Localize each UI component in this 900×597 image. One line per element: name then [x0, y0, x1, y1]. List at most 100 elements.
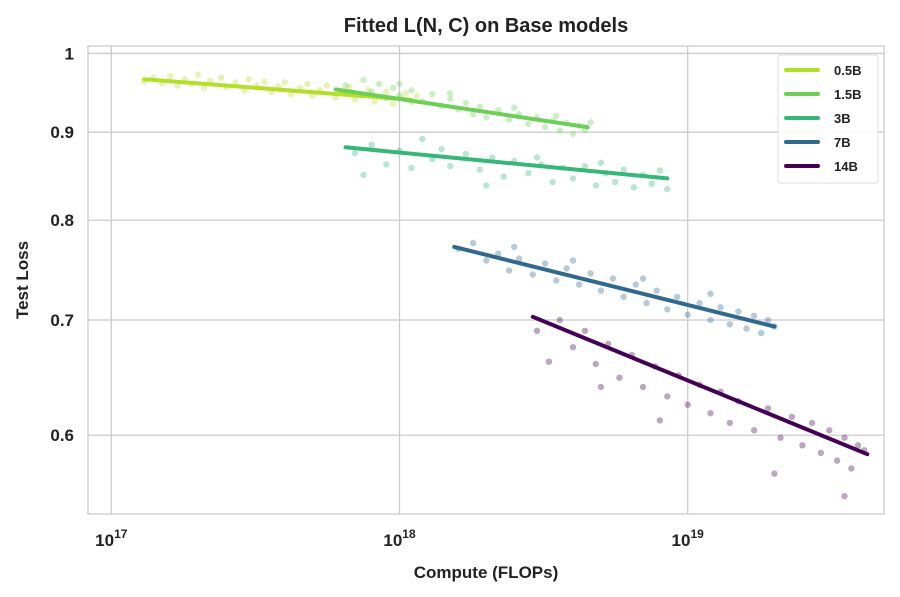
scatter-point: [575, 281, 583, 288]
scatter-point: [346, 83, 353, 91]
scatter-point: [553, 277, 560, 284]
scatter-point: [664, 306, 671, 313]
scatter-point: [476, 166, 483, 173]
scatter-point: [304, 80, 311, 88]
scatter-point: [533, 154, 541, 161]
scatter-point: [396, 80, 403, 88]
scatter-point: [750, 427, 758, 434]
scatter-point: [495, 250, 502, 257]
scatter-point: [396, 91, 403, 99]
scatter-point: [592, 360, 599, 368]
scatter-point: [408, 164, 415, 172]
grid: [88, 46, 884, 514]
scatter-point: [620, 293, 627, 301]
scatter-point: [648, 180, 655, 187]
scatter-point: [735, 308, 742, 315]
scatter-point: [447, 163, 454, 170]
scatter-point: [505, 267, 513, 274]
scatter-point: [511, 104, 518, 111]
scatter-point: [569, 344, 577, 351]
scatter-point: [639, 383, 647, 391]
scatter-point: [245, 76, 252, 83]
scatter-point: [833, 457, 841, 464]
scatter-point: [166, 73, 174, 80]
scatter-point: [592, 182, 599, 189]
scatter-point: [489, 154, 496, 161]
scatter-point: [469, 239, 477, 247]
scatter-point: [841, 493, 848, 500]
chart-title: Fitted L(N, C) on Base models: [344, 15, 628, 37]
scatter-point: [717, 304, 724, 311]
scatter-point: [476, 103, 483, 111]
scatter-point: [261, 78, 268, 85]
scatter-point: [360, 171, 367, 179]
scatter-point: [674, 293, 681, 301]
scatter-point: [413, 92, 421, 99]
scatter-point: [419, 135, 426, 143]
scatter-point: [653, 287, 660, 294]
legend-label: 1.5B: [834, 87, 861, 102]
scatter-point: [684, 401, 691, 408]
scatter-point: [368, 141, 375, 148]
scatter-point: [587, 119, 594, 126]
scatter-point: [707, 316, 714, 324]
scatter-point: [743, 325, 750, 332]
scatter-point: [438, 145, 445, 153]
scatter-point: [232, 79, 239, 86]
scatter-point: [383, 161, 390, 168]
scatter-point: [777, 434, 784, 441]
legend-label: 14B: [834, 159, 858, 174]
scatter-point: [639, 275, 647, 282]
y-ticks: 0.6 0.7 0.8 0.9 1: [50, 44, 74, 445]
scatter-point: [525, 170, 532, 177]
y-tick-label: 0.9: [50, 123, 74, 142]
y-tick-label: 0.6: [50, 426, 74, 445]
legend-label: 3B: [834, 111, 851, 126]
scatter-point: [764, 405, 772, 412]
scatter-point: [854, 442, 862, 449]
scatter-point: [483, 182, 490, 189]
scatter-point: [194, 71, 202, 78]
scatter-point: [383, 88, 390, 96]
scatter-point: [707, 290, 714, 297]
scatter-point: [549, 178, 556, 186]
scatter-point: [500, 173, 507, 180]
scatter-point: [511, 243, 518, 251]
scatter-point: [758, 329, 765, 337]
scatter-point: [462, 150, 470, 158]
scatter-point: [750, 312, 758, 319]
scatter-point: [848, 465, 855, 472]
scatter-point: [817, 449, 825, 457]
scatter-point: [569, 175, 577, 182]
scatter-point: [656, 167, 663, 174]
y-tick-label: 0.8: [50, 211, 74, 230]
scatter-point: [545, 358, 553, 365]
scatter-point: [620, 166, 627, 173]
scatter-point: [808, 419, 816, 427]
scatter-point: [533, 327, 541, 334]
scatter-point: [342, 82, 349, 89]
scatter-point: [447, 90, 454, 97]
scatter-point: [389, 100, 397, 107]
scatter-point: [696, 299, 703, 307]
scatter-point: [597, 383, 605, 391]
legend-label: 0.5B: [834, 63, 861, 78]
scatter-point: [841, 434, 848, 441]
scatter-point: [447, 95, 454, 103]
scatter-point: [609, 275, 617, 282]
x-ticks: 1017 1018 1019: [95, 527, 704, 550]
y-tick-label: 0.7: [50, 311, 74, 330]
scatter-point: [389, 84, 397, 92]
fit-line: [530, 314, 870, 457]
legend: 0.5B 1.5B 3B 7B 14B: [777, 54, 879, 184]
scatter-point: [351, 96, 359, 103]
scatter-point: [632, 281, 639, 288]
y-tick-label: 1: [65, 44, 74, 63]
scatter-point: [684, 311, 691, 318]
x-tick-label: 1017: [95, 527, 128, 550]
scatter-point: [376, 80, 383, 88]
fit-line: [333, 87, 590, 130]
scatter-point: [771, 470, 778, 477]
scatter-point: [360, 76, 367, 84]
scatter-point: [581, 327, 589, 334]
